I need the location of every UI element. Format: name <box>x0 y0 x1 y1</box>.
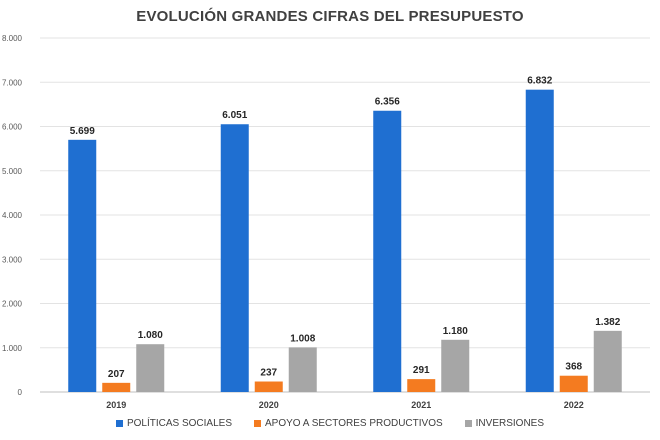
y-tick-label: 1.000 <box>2 344 23 353</box>
bar <box>559 375 588 392</box>
legend-item-apoyo-sectores-productivos: APOYO A SECTORES PRODUCTIVOS <box>254 418 443 429</box>
data-label: 1.080 <box>138 330 163 341</box>
legend-label: APOYO A SECTORES PRODUCTIVOS <box>265 418 443 429</box>
x-tick-label: 2021 <box>411 400 431 410</box>
bar <box>102 382 131 392</box>
legend-swatch <box>115 420 123 427</box>
bar <box>136 344 165 392</box>
bar <box>373 110 402 392</box>
y-tick-label: 3.000 <box>2 255 23 264</box>
data-label: 6.832 <box>527 76 552 87</box>
x-tick-label: 2022 <box>564 400 584 410</box>
data-label: 1.382 <box>595 317 620 328</box>
y-tick-label: 7.000 <box>2 78 23 87</box>
bar <box>441 339 470 392</box>
x-tick-label: 2020 <box>259 400 279 410</box>
legend-label: POLÍTICAS SOCIALES <box>126 418 233 429</box>
legend-item-politicas-sociales: POLÍTICAS SOCIALES <box>115 418 233 429</box>
y-tick-label: 0 <box>18 388 23 397</box>
data-label: 6.356 <box>375 97 400 108</box>
bar <box>593 330 622 392</box>
y-tick-label: 2.000 <box>2 300 23 309</box>
data-label: 291 <box>413 365 430 376</box>
chart-title: EVOLUCIÓN GRANDES CIFRAS DEL PRESUPUESTO <box>136 8 524 25</box>
legend: POLÍTICAS SOCIALES APOYO A SECTORES PROD… <box>0 418 660 429</box>
bar <box>254 381 283 392</box>
data-label: 1.008 <box>290 333 315 344</box>
y-tick-label: 5.000 <box>2 167 23 176</box>
bar <box>220 124 249 392</box>
data-label: 207 <box>108 369 125 380</box>
y-tick-label: 6.000 <box>2 123 23 132</box>
y-tick-label: 4.000 <box>2 211 23 220</box>
data-label: 1.180 <box>443 326 468 337</box>
data-label: 368 <box>565 362 582 373</box>
bar <box>525 89 554 393</box>
legend-label: INVERSIONES <box>475 418 545 429</box>
bar <box>288 347 317 392</box>
bar <box>68 139 97 392</box>
data-label: 6.051 <box>222 110 247 121</box>
bar <box>407 379 436 392</box>
legend-item-inversiones: INVERSIONES <box>464 418 545 429</box>
legend-swatch <box>254 420 262 427</box>
data-label: 237 <box>260 368 277 379</box>
x-tick-label: 2019 <box>106 400 126 410</box>
data-label: 5.699 <box>70 126 95 137</box>
legend-swatch <box>464 420 472 427</box>
y-tick-label: 8.000 <box>2 34 23 43</box>
